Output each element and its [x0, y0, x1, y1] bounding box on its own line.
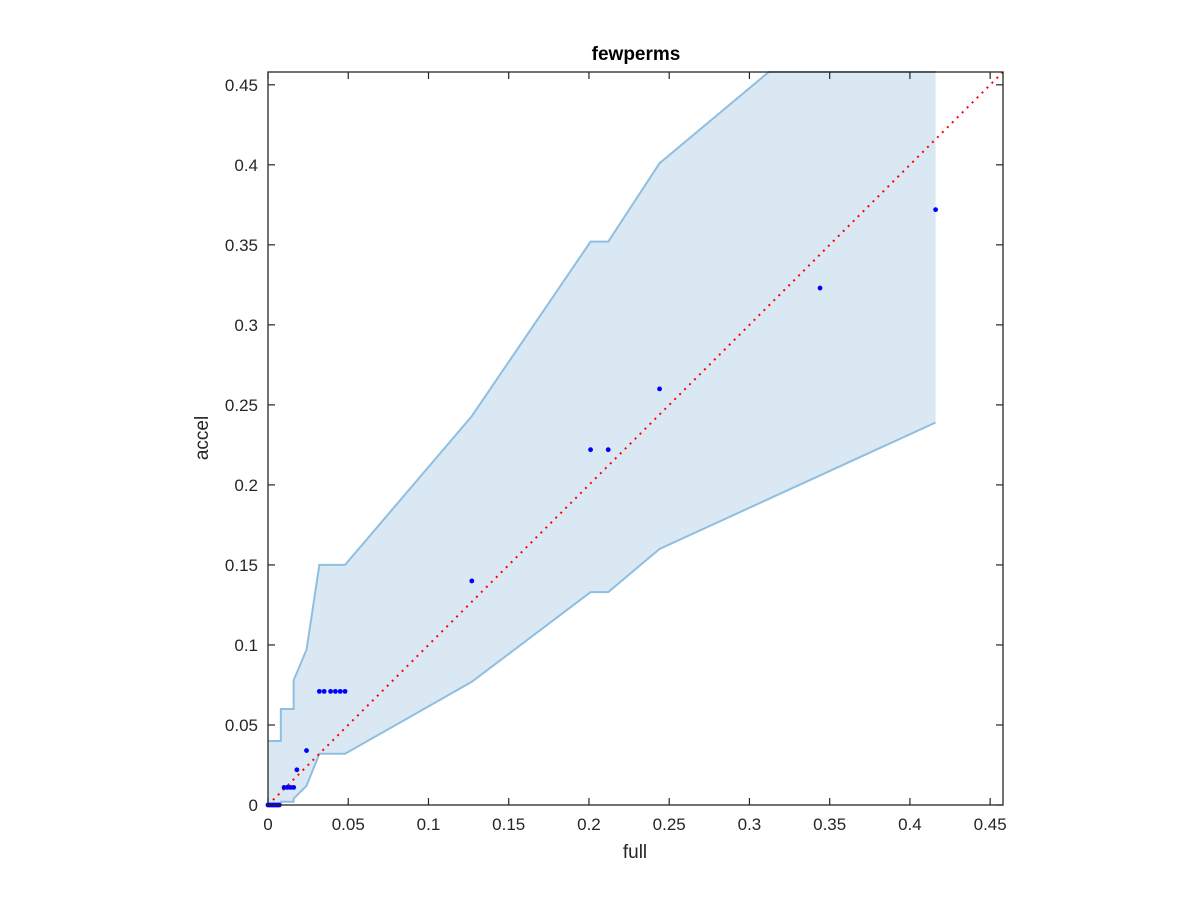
data-point — [291, 784, 297, 790]
y-tick-label: 0 — [249, 796, 258, 815]
confidence-band-upper-edge — [268, 71, 936, 742]
x-axis-label: full — [623, 842, 647, 863]
reference-line — [267, 71, 1004, 806]
confidence-band-lower-edge — [268, 421, 937, 806]
x-tick-label: 0.05 — [332, 815, 365, 834]
data-point — [304, 748, 309, 753]
y-axis-label: accel — [192, 416, 213, 460]
y-tick-label: 0.2 — [234, 476, 258, 495]
data-point — [605, 447, 611, 453]
data-point — [294, 767, 300, 773]
data-point — [333, 688, 338, 694]
data-point — [316, 688, 322, 694]
y-tick-label: 0.35 — [225, 236, 258, 255]
data-point — [817, 285, 823, 291]
x-tick-label: 0.4 — [898, 815, 922, 834]
plot-area — [265, 71, 1004, 808]
axes-frame — [267, 71, 1004, 806]
x-tick-label: 0.35 — [813, 815, 846, 834]
confidence-band-fill — [268, 72, 936, 805]
data-point — [657, 386, 662, 392]
data-point — [321, 688, 327, 694]
y-tick-label: 0.15 — [225, 556, 258, 575]
y-tick-label: 0.3 — [234, 316, 258, 335]
data-point — [328, 688, 333, 694]
data-point — [469, 578, 475, 584]
x-tick-label: 0.3 — [738, 815, 762, 834]
y-tick-label: 0.25 — [225, 396, 258, 415]
x-tick-label: 0.2 — [577, 815, 601, 834]
y-tick-label: 0.4 — [234, 156, 258, 175]
data-point — [933, 207, 938, 213]
y-tick-label: 0.45 — [225, 76, 258, 95]
y-tick-label: 0.1 — [234, 636, 258, 655]
data-point — [337, 688, 343, 694]
x-tick-label: 0.25 — [653, 815, 686, 834]
chart-title: fewperms — [592, 44, 681, 65]
axis-ticks: 0 0.05 0.1 0.15 0.2 0.25 0.3 0.35 0.4 0.45 0 0.05 0.… — [225, 72, 1007, 834]
x-tick-label: 0.1 — [417, 815, 441, 834]
y-tick-label: 0.05 — [225, 716, 258, 735]
data-point — [588, 447, 593, 453]
x-tick-label: 0.45 — [974, 815, 1007, 834]
x-tick-label: 0 — [263, 815, 272, 834]
x-tick-label: 0.15 — [492, 815, 525, 834]
data-point — [342, 688, 348, 694]
